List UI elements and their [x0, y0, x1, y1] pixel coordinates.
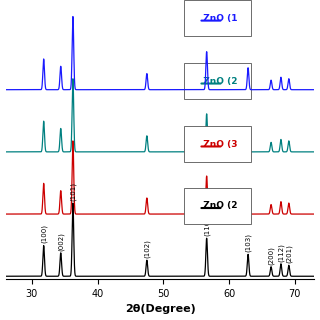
X-axis label: 2θ(Degree): 2θ(Degree): [124, 304, 196, 315]
Text: (103): (103): [245, 233, 251, 252]
Text: (200): (200): [268, 246, 274, 265]
Text: (100): (100): [40, 224, 47, 243]
Text: ZnO (3: ZnO (3: [197, 140, 237, 148]
Text: (201): (201): [285, 244, 292, 263]
Text: ZnO (1: ZnO (1: [197, 14, 237, 23]
Text: (101): (101): [70, 182, 76, 201]
Text: (102): (102): [144, 239, 150, 258]
Text: ZnO (2: ZnO (2: [197, 77, 237, 86]
Text: (110): (110): [204, 217, 210, 236]
Text: (112): (112): [278, 243, 284, 262]
Text: (002): (002): [58, 232, 64, 251]
Text: ZnO (2: ZnO (2: [197, 201, 237, 210]
